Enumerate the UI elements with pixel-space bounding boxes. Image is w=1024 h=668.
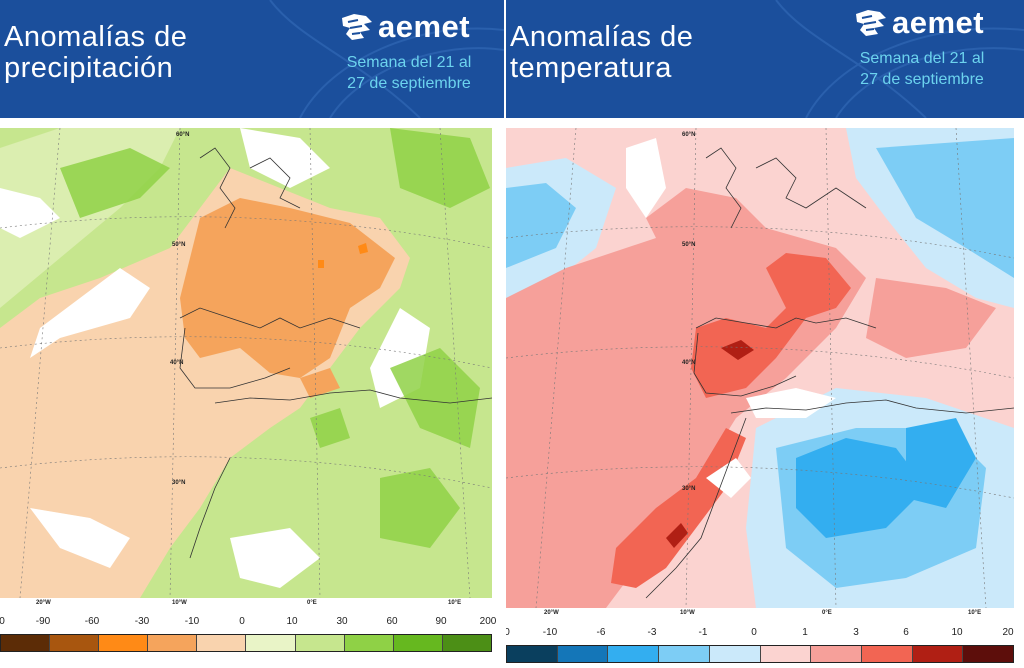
week-range: Semana del 21 al 27 de septiembre	[346, 54, 472, 92]
lon-label: 20°W	[36, 600, 51, 606]
colorbar-swatch	[344, 635, 394, 651]
colorbar-swatch	[246, 635, 296, 651]
precipitation-scale-labels: 0 -90 -60 -30 -10 0 10 30 60 90 200	[0, 616, 504, 630]
aemet-logo-icon	[342, 14, 372, 40]
precipitation-anomaly-map: 60°N 50°N 40°N 30°N	[0, 128, 492, 598]
colorbar-swatch	[557, 646, 609, 662]
scale-label: -10	[184, 616, 200, 627]
lon-label: 0°E	[307, 600, 317, 606]
scale-label: -60	[84, 616, 100, 627]
aemet-brand: aemet	[854, 5, 985, 40]
scale-label: 0	[239, 616, 245, 627]
lon-label: 20°W	[544, 610, 559, 616]
header-decoration	[269, 0, 504, 118]
colorbar-swatch	[861, 646, 913, 662]
lon-label: 10°W	[172, 600, 187, 606]
scale-label: 0	[0, 616, 5, 627]
colorbar-swatch	[760, 646, 812, 662]
scale-label: -30	[134, 616, 150, 627]
colorbar-swatch	[912, 646, 964, 662]
lon-label: 10°E	[448, 600, 462, 606]
lat-label: 60°N	[176, 132, 189, 138]
scale-label: -3	[647, 627, 657, 638]
scale-label: 0	[506, 627, 510, 638]
lat-label: 30°N	[682, 486, 695, 492]
header-decoration	[775, 0, 1024, 118]
colorbar-swatch	[709, 646, 761, 662]
colorbar-swatch	[507, 646, 558, 662]
scale-label: 90	[435, 616, 447, 627]
colorbar-swatch	[963, 646, 1014, 662]
colorbar-swatch	[442, 635, 491, 651]
colorbar-swatch	[1, 635, 51, 651]
scale-label: 3	[853, 627, 859, 638]
temperature-panel: Anomalías de temperatura aemet Semana de…	[506, 0, 1024, 668]
lat-label: 60°N	[682, 132, 695, 138]
scale-label: 1	[802, 627, 808, 638]
precipitation-title: Anomalías de precipitación	[4, 21, 188, 84]
scale-label: -6	[596, 627, 606, 638]
temperature-title: Anomalías de temperatura	[510, 21, 694, 84]
scale-label: -1	[698, 627, 708, 638]
colorbar-swatch	[659, 646, 710, 662]
lat-label: 30°N	[172, 480, 185, 486]
lon-label: 10°E	[968, 610, 982, 616]
precipitation-header: Anomalías de precipitación aemet Semana …	[0, 0, 504, 118]
scale-label: 30	[336, 616, 348, 627]
colorbar-swatch	[50, 635, 100, 651]
scale-label: 20	[1002, 627, 1014, 638]
precipitation-panel: Anomalías de precipitación aemet Semana …	[0, 0, 504, 668]
lon-label: 0°E	[822, 610, 832, 616]
colorbar-swatch	[148, 635, 198, 651]
temperature-header: Anomalías de temperatura aemet Semana de…	[506, 0, 1024, 118]
scale-label: -90	[35, 616, 51, 627]
colorbar-swatch	[99, 635, 149, 651]
lon-label: 10°W	[680, 610, 695, 616]
lat-label: 40°N	[170, 360, 183, 366]
precipitation-colorbar	[0, 634, 492, 652]
week-range: Semana del 21 al 27 de septiembre	[859, 50, 985, 88]
lat-label: 50°N	[682, 242, 695, 248]
scale-label: 200	[479, 616, 497, 627]
lat-label: 50°N	[172, 242, 185, 248]
aemet-logo-icon	[856, 10, 886, 36]
aemet-wordmark: aemet	[378, 9, 471, 44]
scale-label: 10	[286, 616, 298, 627]
scale-label: -10	[542, 627, 558, 638]
scale-label: 60	[386, 616, 398, 627]
temperature-colorbar	[506, 645, 1014, 663]
aemet-wordmark: aemet	[892, 5, 985, 40]
scale-label: 6	[903, 627, 909, 638]
lat-label: 40°N	[682, 360, 695, 366]
aemet-brand: aemet	[340, 9, 471, 44]
colorbar-swatch	[811, 646, 862, 662]
temperature-anomaly-map: 60°N 50°N 40°N 30°N	[506, 128, 1014, 608]
colorbar-swatch	[295, 635, 345, 651]
scale-label: 10	[951, 627, 963, 638]
colorbar-swatch	[197, 635, 247, 651]
scale-label: 0	[751, 627, 757, 638]
temperature-scale-labels: 0 -10 -6 -3 -1 0 1 3 6 10 20	[506, 627, 1024, 641]
colorbar-swatch	[608, 646, 660, 662]
colorbar-swatch	[393, 635, 443, 651]
